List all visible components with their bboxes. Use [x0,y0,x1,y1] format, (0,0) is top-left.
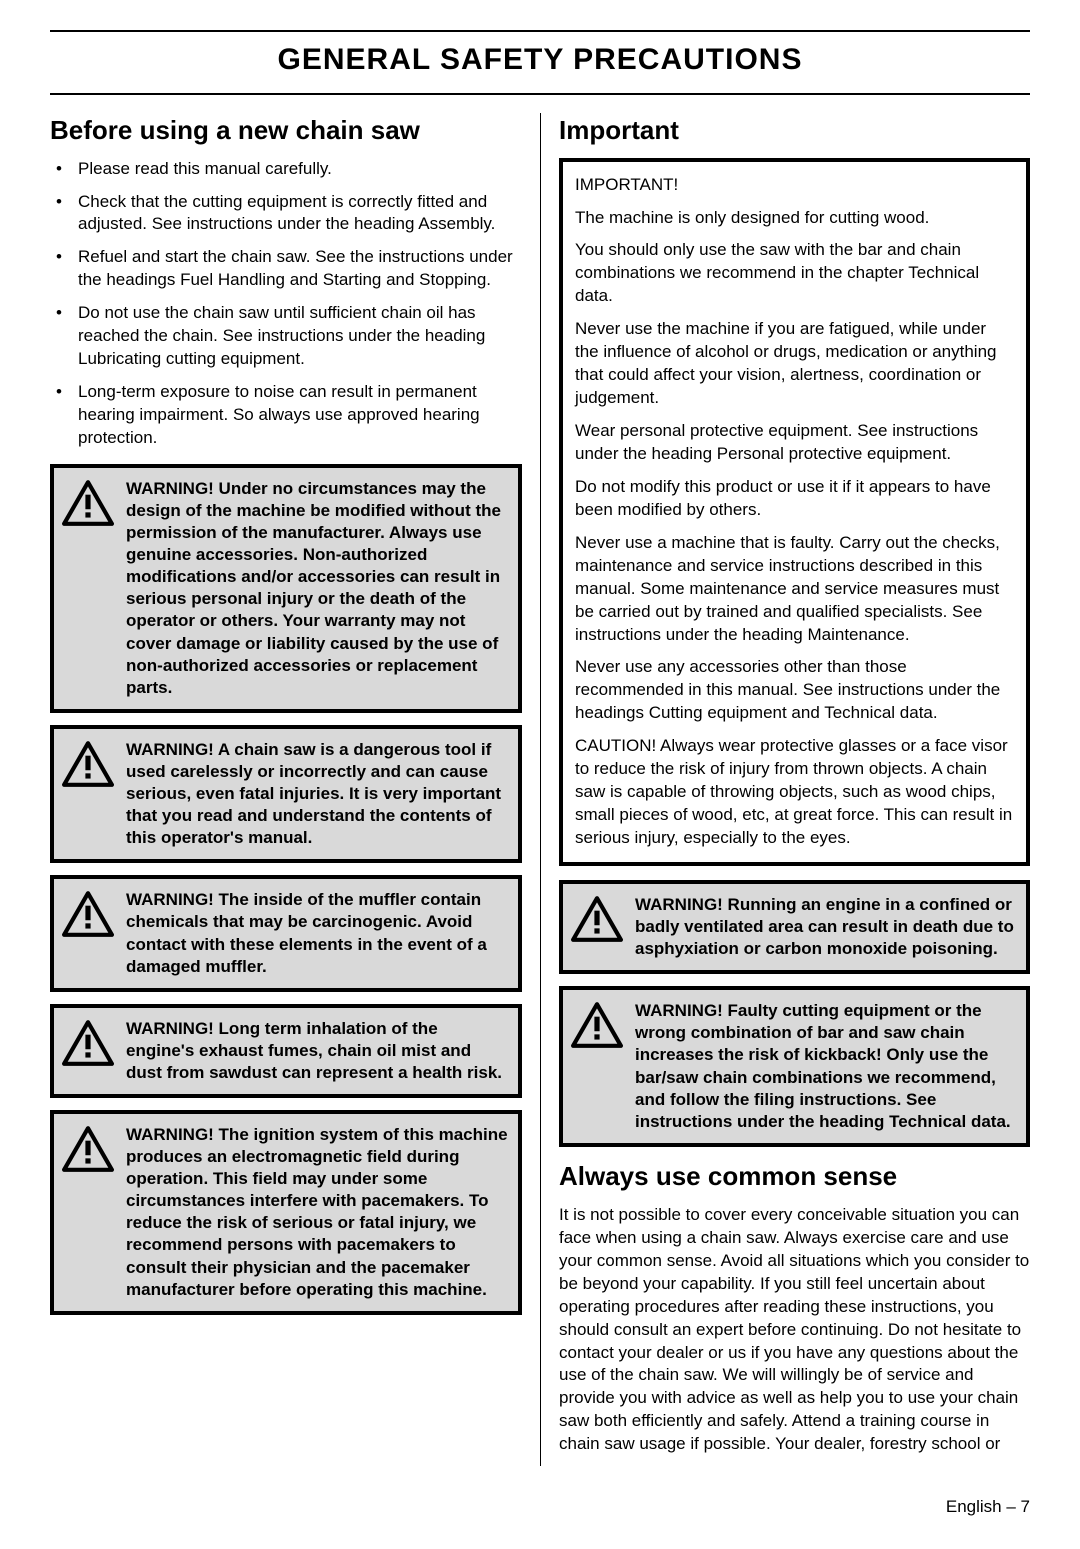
list-item: Refuel and start the chain saw. See the … [78,246,522,292]
page-footer: English – 7 [50,1496,1030,1519]
before-using-heading: Before using a new chain saw [50,113,522,148]
important-para: Never use a machine that is faulty. Carr… [575,532,1014,647]
warning-triangle-icon [62,1020,114,1066]
warning-triangle-icon [62,480,114,526]
common-sense-body: It is not possible to cover every concei… [559,1204,1030,1456]
warning-triangle-icon [571,1002,623,1048]
important-box: IMPORTANT! The machine is only designed … [559,158,1030,866]
warning-box: WARNING! The ignition system of this mac… [50,1110,522,1315]
common-sense-heading: Always use common sense [559,1159,1030,1194]
bullets-list: Please read this manual carefully. Check… [50,158,522,450]
warning-box: WARNING! The inside of the muffler conta… [50,875,522,991]
warning-triangle-icon [62,1126,114,1172]
warning-text: WARNING! A chain saw is a dangerous tool… [126,739,508,849]
right-column: Important IMPORTANT! The machine is only… [540,113,1030,1467]
warning-text: WARNING! The ignition system of this mac… [126,1124,508,1301]
warning-text: WARNING! Running an engine in a confined… [635,894,1016,960]
important-para: Never use the machine if you are fatigue… [575,318,1014,410]
warning-box: WARNING! Long term inhalation of the eng… [50,1004,522,1098]
important-para: Never use any accessories other than tho… [575,656,1014,725]
important-para: CAUTION! Always wear protective glasses … [575,735,1014,850]
warning-triangle-icon [62,741,114,787]
important-title: IMPORTANT! [575,174,1014,197]
list-item: Long-term exposure to noise can result i… [78,381,522,450]
warning-box: WARNING! A chain saw is a dangerous tool… [50,725,522,863]
important-heading: Important [559,113,1030,148]
two-column-layout: Before using a new chain saw Please read… [50,113,1030,1467]
warning-text: WARNING! The inside of the muffler conta… [126,889,508,977]
warning-box: WARNING! Faulty cutting equipment or the… [559,986,1030,1147]
page-container: GENERAL SAFETY PRECAUTIONS Before using … [0,0,1080,1549]
important-para: Do not modify this product or use it if … [575,476,1014,522]
warning-triangle-icon [62,891,114,937]
page-title: GENERAL SAFETY PRECAUTIONS [50,30,1030,95]
warning-triangle-icon [571,896,623,942]
left-column: Before using a new chain saw Please read… [50,113,540,1467]
warning-text: WARNING! Long term inhalation of the eng… [126,1018,508,1084]
warning-text: WARNING! Under no circumstances may the … [126,478,508,699]
list-item: Do not use the chain saw until sufficien… [78,302,522,371]
important-para: You should only use the saw with the bar… [575,239,1014,308]
warning-text: WARNING! Faulty cutting equipment or the… [635,1000,1016,1133]
list-item: Check that the cutting equipment is corr… [78,191,522,237]
warning-box: WARNING! Under no circumstances may the … [50,464,522,713]
warning-box: WARNING! Running an engine in a confined… [559,880,1030,974]
important-para: Wear personal protective equipment. See … [575,420,1014,466]
important-para: The machine is only designed for cutting… [575,207,1014,230]
list-item: Please read this manual carefully. [78,158,522,181]
